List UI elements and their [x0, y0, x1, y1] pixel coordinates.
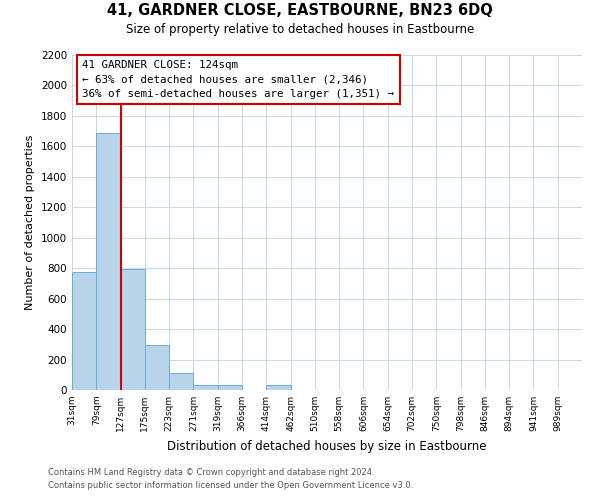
- Bar: [218, 384, 242, 390]
- Bar: [169, 373, 193, 390]
- Bar: [193, 384, 218, 390]
- Bar: [121, 269, 145, 390]
- Text: 41, GARDNER CLOSE, EASTBOURNE, BN23 6DQ: 41, GARDNER CLOSE, EASTBOURNE, BN23 6DQ: [107, 3, 493, 18]
- Bar: [266, 386, 290, 390]
- Bar: [145, 345, 169, 390]
- Bar: [72, 272, 96, 390]
- Bar: [96, 132, 121, 390]
- X-axis label: Distribution of detached houses by size in Eastbourne: Distribution of detached houses by size …: [167, 440, 487, 452]
- Text: 41 GARDNER CLOSE: 124sqm
← 63% of detached houses are smaller (2,346)
36% of sem: 41 GARDNER CLOSE: 124sqm ← 63% of detach…: [82, 60, 394, 99]
- Y-axis label: Number of detached properties: Number of detached properties: [25, 135, 35, 310]
- Text: Size of property relative to detached houses in Eastbourne: Size of property relative to detached ho…: [126, 22, 474, 36]
- Text: Contains HM Land Registry data © Crown copyright and database right 2024.
Contai: Contains HM Land Registry data © Crown c…: [48, 468, 413, 489]
